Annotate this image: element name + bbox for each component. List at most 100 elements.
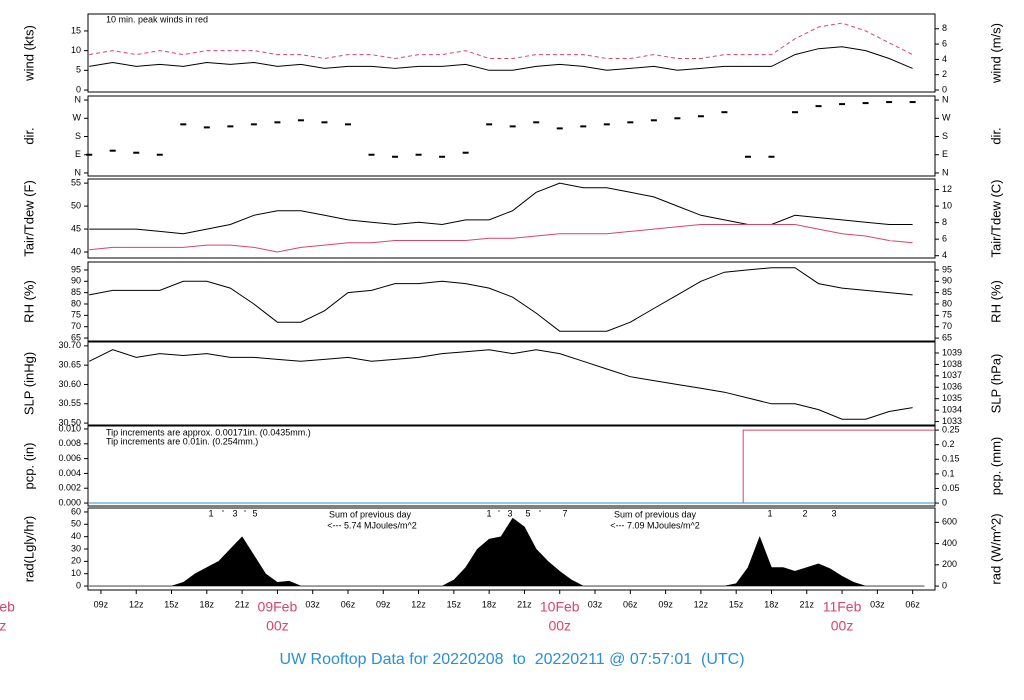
y2-tick-label: 4	[942, 54, 947, 64]
y-tick-label: 30.55	[58, 398, 81, 408]
y2-tick-label: 1038	[942, 359, 962, 369]
y2-tick-label: N	[942, 167, 949, 177]
y2-tick-label: 75	[942, 310, 952, 320]
y-axis-label: rad(Lgly/hr)	[21, 516, 36, 582]
y2-axis-label: RH (%)	[988, 280, 1003, 323]
y-axis-label: RH (%)	[21, 280, 36, 323]
panel-frame	[87, 341, 936, 426]
day-time-label: 00z	[831, 618, 854, 634]
y2-tick-label: 1037	[942, 370, 962, 380]
annotation: 10 min. peak winds in red	[106, 14, 208, 24]
annotation: 1	[767, 508, 772, 518]
point	[768, 155, 775, 158]
x-tick-label: 06z	[905, 599, 920, 609]
y2-tick-label: 1033	[942, 416, 962, 426]
point	[886, 101, 893, 104]
area	[88, 517, 925, 587]
y2-axis-label: pcp. (mm)	[988, 437, 1003, 496]
point	[744, 155, 751, 158]
x-tick-label: 09z	[376, 599, 391, 609]
x-tick-label: 12z	[129, 599, 144, 609]
annotation: 3	[507, 508, 512, 518]
y-tick-label: 0.008	[58, 438, 81, 448]
point	[321, 121, 328, 124]
point	[462, 151, 469, 154]
annotation: Sum of previous day	[329, 509, 412, 519]
y2-axis-label: Tair/Tdew (C)	[988, 179, 1003, 257]
point	[180, 123, 187, 126]
y2-tick-label: 400	[942, 538, 957, 548]
y-tick-label: 45	[71, 223, 81, 233]
y2-tick-label: 0	[942, 580, 947, 590]
y2-tick-label: 1035	[942, 393, 962, 403]
annotation: Tip increments are 0.01in. (0.254mm.)	[106, 436, 258, 446]
y2-tick-label: 90	[942, 276, 952, 286]
x-tick-label: 18z	[200, 599, 215, 609]
y-tick-label: 60	[71, 506, 81, 516]
x-tick-label: 21z	[235, 599, 250, 609]
y-tick-label: 5	[76, 65, 81, 75]
y-tick-label: 20	[71, 556, 81, 566]
y2-tick-label: 200	[942, 559, 957, 569]
point	[133, 151, 140, 154]
day-time-label: 00z	[0, 618, 6, 634]
annotation: 1	[208, 508, 213, 518]
y2-tick-label: N	[942, 94, 949, 104]
y2-tick-label: E	[942, 149, 948, 159]
line	[89, 22, 913, 60]
x-tick-label: 03z	[588, 599, 603, 609]
y-tick-label: 75	[71, 310, 81, 320]
point	[627, 121, 634, 124]
panel-frame	[87, 95, 936, 177]
y2-tick-label: 600	[942, 517, 957, 527]
day-label: 10Feb	[540, 599, 580, 615]
panel-frame	[87, 425, 936, 507]
y2-tick-label: 6	[942, 234, 947, 244]
y-tick-label: 10	[71, 45, 81, 55]
annotation: Sum of previous day	[614, 509, 697, 519]
line	[89, 224, 913, 253]
line	[88, 349, 913, 420]
point	[509, 125, 516, 128]
y2-tick-label: 12	[942, 184, 952, 194]
annotation: 1	[486, 508, 491, 518]
y2-tick-label: 6	[942, 38, 947, 48]
y-tick-label: 0	[76, 580, 81, 590]
y-tick-label: 0.002	[58, 483, 81, 493]
y-tick-label: N	[75, 94, 82, 104]
y-axis-label: pcp. (in)	[21, 443, 36, 490]
x-tick-label: 15z	[729, 599, 744, 609]
point	[392, 155, 399, 158]
y-tick-label: N	[75, 167, 82, 177]
y-tick-label: 30.50	[58, 417, 81, 427]
point	[909, 101, 916, 104]
day-time-label: 00z	[266, 618, 289, 634]
x-tick-label: 21z	[800, 599, 815, 609]
y-tick-label: 40	[71, 531, 81, 541]
y2-tick-label: W	[942, 113, 951, 123]
point	[109, 149, 116, 152]
y-tick-label: 50	[71, 519, 81, 529]
y2-tick-label: 70	[942, 321, 952, 331]
point	[203, 126, 210, 129]
point	[556, 127, 563, 130]
x-tick-label: 06z	[623, 599, 638, 609]
x-tick-label: 15z	[447, 599, 462, 609]
annotation: 7	[562, 508, 567, 518]
annotation: <--- 5.74 MJoules/m^2	[327, 520, 417, 530]
y-tick-label: 65	[71, 332, 81, 342]
point	[86, 153, 93, 156]
y-tick-label: 80	[71, 298, 81, 308]
panel-frame	[87, 13, 936, 93]
y2-tick-label: 2	[942, 69, 947, 79]
point	[439, 155, 446, 158]
x-tick-label: 06z	[341, 599, 356, 609]
y-axis-label: wind (kts)	[21, 25, 36, 82]
annotation: '	[498, 508, 500, 518]
x-tick-label: 12z	[694, 599, 709, 609]
y2-tick-label: 1039	[942, 347, 962, 357]
y2-tick-label: 8	[942, 217, 947, 227]
y2-tick-label: 0	[942, 84, 947, 94]
point	[603, 123, 610, 126]
